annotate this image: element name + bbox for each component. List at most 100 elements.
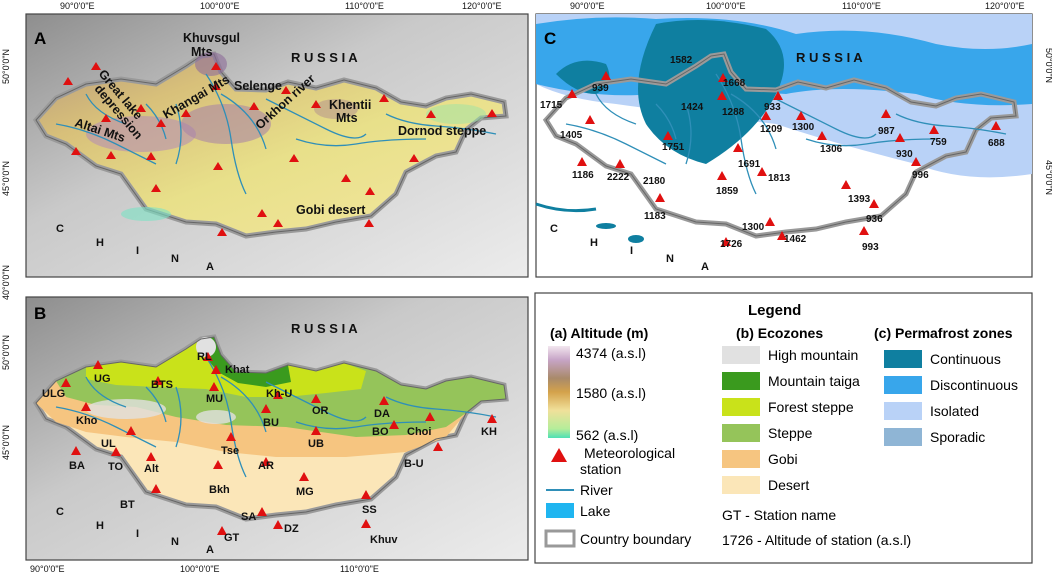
- station-marker: [718, 73, 728, 82]
- station-marker: [717, 91, 727, 100]
- station-marker: [379, 396, 389, 405]
- station-marker: [126, 426, 136, 435]
- svg-text:C: C: [550, 223, 558, 235]
- station-marker: [146, 452, 156, 461]
- svg-text:N: N: [171, 536, 179, 548]
- station-marker: [93, 360, 103, 369]
- panel-a: A R U S S I A C H I N A Khuvsgul Mts Selen…: [25, 13, 529, 278]
- svg-text:110°0'0"E: 110°0'0"E: [345, 1, 384, 11]
- station-label: Choi: [407, 426, 431, 438]
- station-label: ULG: [42, 388, 65, 400]
- station-label: 1405: [560, 130, 583, 141]
- station-labels-b: RL Khat UG ULG BTS MU Kh-U OR DA Kho BU BO Choi KH UL U…: [42, 351, 497, 546]
- svg-text:120°0'0"E: 120°0'0"E: [462, 1, 502, 11]
- svg-text:100°0'0"E: 100°0'0"E: [180, 564, 220, 574]
- legend-label: Sporadic: [930, 429, 985, 445]
- station-marker: [311, 394, 321, 403]
- station-marker: [203, 352, 213, 361]
- station-marker: [585, 115, 595, 124]
- station-marker: [841, 180, 851, 189]
- svg-text:90°0'0"E: 90°0'0"E: [60, 1, 95, 11]
- station-label: AR: [258, 460, 274, 472]
- station-label: 996: [912, 170, 929, 181]
- station-label: SA: [241, 511, 256, 523]
- station-marker: [991, 121, 1001, 130]
- ecozones-heading: (b) Ecozones: [736, 325, 823, 341]
- svg-text:Country boundary: Country boundary: [580, 531, 691, 547]
- station-marker: [577, 157, 587, 166]
- label-china-b: C H I N A: [56, 506, 214, 556]
- station-label: 1582: [670, 55, 693, 66]
- permafrost-items: Continuous Discontinuous Isolated Sporadic: [884, 350, 1018, 446]
- station-label: Alt: [144, 463, 159, 475]
- station-label: MG: [296, 486, 314, 498]
- svg-text:4374 (a.s.l): 4374 (a.s.l): [576, 345, 646, 361]
- station-label: 1726: [720, 239, 743, 250]
- boundary-swatch: [544, 529, 576, 548]
- svg-text:90°0'0"E: 90°0'0"E: [570, 1, 605, 11]
- svg-text:I: I: [630, 245, 633, 257]
- svg-text:45°0'0"N: 45°0'0"N: [1, 161, 11, 196]
- station-label: 1300: [792, 122, 815, 133]
- panel-label-a: A: [34, 29, 46, 48]
- svg-text:Gobi desert: Gobi desert: [296, 203, 366, 217]
- station-label: 936: [866, 214, 883, 225]
- altitude-ramp: [548, 346, 570, 438]
- label-russia-c: R U S S I A: [796, 50, 863, 65]
- svg-text:50°0'0"N: 50°0'0"N: [1, 49, 11, 84]
- svg-text:A: A: [206, 261, 214, 273]
- station-label: RL: [197, 351, 212, 363]
- station-label: 1300: [742, 222, 765, 233]
- svg-text:N: N: [171, 253, 179, 265]
- station-marker: [761, 111, 771, 120]
- legend-label: Forest steppe: [768, 399, 854, 415]
- panel-label-c: C: [544, 29, 556, 48]
- station-marker: [773, 91, 783, 100]
- svg-text:C: C: [56, 506, 64, 518]
- station-label: 2222: [607, 172, 630, 183]
- station-label: 688: [988, 138, 1005, 149]
- station-label: 1288: [722, 107, 745, 118]
- station-label: UG: [94, 373, 111, 385]
- svg-text:50°0'0"N: 50°0'0"N: [1044, 48, 1052, 83]
- station-marker: [257, 507, 267, 516]
- station-label: BTS: [151, 379, 173, 391]
- station-label: Tse: [221, 445, 239, 457]
- altitude-heading: (a) Altitude (m): [550, 325, 648, 341]
- station-marker: [299, 472, 309, 481]
- svg-text:100°0'0"E: 100°0'0"E: [200, 1, 240, 11]
- station-label: DA: [374, 408, 390, 420]
- station-label: BA: [69, 460, 85, 472]
- station-marker: [721, 237, 731, 246]
- panel-b: B R U S S I A C H I N A RL Khat UG ULG BTS MU Kh…: [25, 296, 529, 561]
- svg-text:A: A: [701, 261, 709, 273]
- station-marker: [213, 460, 223, 469]
- station-marker: [261, 457, 271, 466]
- station-marker: [487, 414, 497, 423]
- legend-swatch: [884, 376, 922, 394]
- station-label: Kho: [76, 415, 98, 427]
- svg-text:Mts: Mts: [336, 111, 358, 125]
- station-marker: [389, 420, 399, 429]
- svg-text:H: H: [96, 237, 104, 249]
- svg-text:Khuvsgul: Khuvsgul: [183, 31, 240, 45]
- legend-label: Continuous: [930, 351, 1001, 367]
- station-label: BT: [120, 499, 135, 511]
- svg-text:110°0'0"E: 110°0'0"E: [842, 1, 881, 11]
- svg-text:Mts: Mts: [191, 45, 213, 59]
- station-marker: [217, 526, 227, 535]
- ecozone-items: High mountain Mountain taiga Forest steppe…: [722, 346, 860, 494]
- station-label: 993: [862, 242, 879, 253]
- station-marker: [151, 484, 161, 493]
- station-marker: [61, 378, 71, 387]
- station-label: UL: [101, 438, 116, 450]
- station-label: MU: [206, 393, 223, 405]
- legend-label: High mountain: [768, 347, 858, 363]
- svg-text:50°0'0"N: 50°0'0"N: [1, 335, 11, 370]
- station-marker: [817, 131, 827, 140]
- svg-text:110°0'0"E: 110°0'0"E: [340, 564, 379, 574]
- legend-title: Legend: [748, 302, 801, 319]
